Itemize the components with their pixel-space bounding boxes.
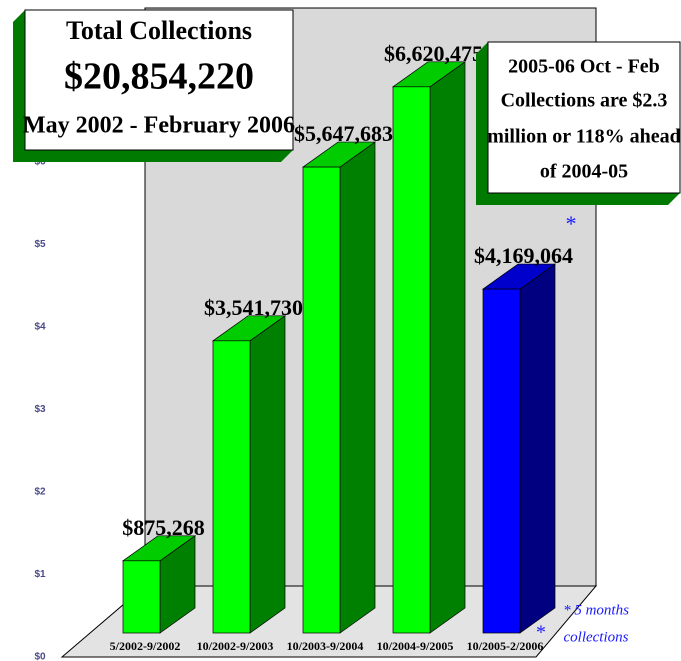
bar (301, 141, 377, 634)
title-total: $20,854,220 (64, 56, 254, 98)
value-label: $4,169,064 (474, 243, 573, 268)
bar-side (339, 141, 376, 634)
value-label: $6,620,475 (384, 41, 483, 66)
bar-front (302, 166, 341, 634)
bar-front (482, 288, 521, 634)
title-box: Total Collections $20,854,220 May 2002 -… (13, 9, 295, 162)
y-tick-label: $2 (34, 487, 46, 498)
y-tick-label: $3 (34, 404, 46, 415)
note-line: 2005-06 Oct - Feb (508, 56, 660, 78)
plot: $0 $1 $2 $3 $4 $5 $6 $875,268 5/2002-9/2002 $3,54… (34, 41, 573, 661)
x-tick-label: 10/2004-9/2005 (377, 639, 454, 653)
bar (391, 61, 467, 634)
note-line: Collections are $2.3 (501, 90, 668, 112)
x-tick-label: 10/2002-9/2003 (197, 639, 274, 653)
bar-front (122, 560, 161, 634)
box (487, 41, 681, 194)
note-line: million or 118% ahead (487, 126, 681, 148)
x-tick-label: 10/2003-9/2004 (287, 639, 364, 653)
bar (211, 315, 287, 634)
title-range: May 2002 - February 2006 (23, 113, 295, 139)
asterisk: * (535, 622, 545, 644)
bar-side (249, 315, 286, 634)
bar-front (212, 340, 251, 634)
footnote: collections (564, 629, 629, 645)
value-label: $5,647,683 (294, 121, 393, 146)
box (24, 9, 294, 151)
y-tick-label: $6 (34, 157, 46, 168)
x-tick-label: 5/2002-9/2002 (110, 639, 181, 653)
bar-front (392, 86, 431, 634)
bar-side (519, 263, 556, 634)
value-label: $875,268 (122, 515, 205, 540)
x-tick-label: 10/2005-2/2006 (467, 639, 544, 653)
y-tick-label: $4 (34, 322, 46, 333)
title-line: Total Collections (66, 16, 252, 45)
value-label: $3,541,730 (204, 295, 303, 320)
y-tick-label: $1 (34, 569, 46, 580)
footnote: * 5 months (563, 602, 629, 618)
note-line: of 2004-05 (540, 161, 628, 183)
asterisk: * (565, 211, 576, 236)
note-box: 2005-06 Oct - Feb Collections are $2.3 m… (476, 41, 681, 205)
bar (481, 263, 557, 634)
bar (121, 535, 197, 634)
y-tick-label: $0 (34, 652, 46, 661)
bar-side (429, 61, 466, 634)
y-tick-label: $5 (34, 239, 46, 250)
